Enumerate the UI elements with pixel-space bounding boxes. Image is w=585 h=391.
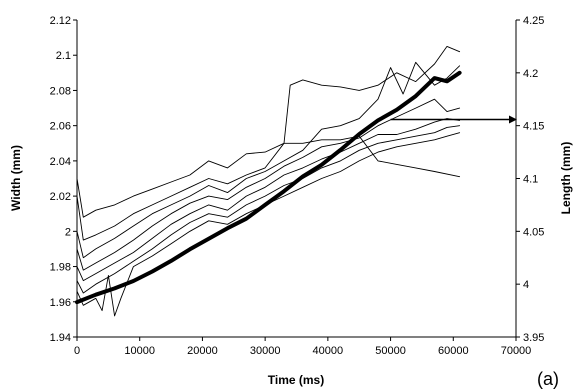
series-layer [77,46,460,316]
x-axis-ticks: 0 10000 20000 30000 40000 50000 60000 70000 [74,337,531,357]
y2-tick-label: 4 [523,279,529,291]
series-line-width-7 [77,133,460,316]
y-axis-ticks: 1.94 1.96 1.98 2 2.02 2.04 2.06 2.08 2.1 2.12 [50,15,77,344]
y-axis-title: Width (mm) [9,145,23,211]
x-tick-label: 70000 [501,345,532,357]
series-line-width-2 [77,46,460,240]
y2-axis-title: Length (mm) [559,142,573,215]
y-tick-label: 2.06 [50,121,71,133]
x-axis-title: Time (ms) [268,373,324,387]
annotation-layer [391,116,517,124]
y2-axis-ticks: 3.95 4 4.05 4.1 4.15 4.2 4.25 [516,15,544,344]
series-line-width-5 [77,119,460,281]
y-tick-label: 1.94 [50,332,71,344]
x-tick-label: 30000 [250,345,281,357]
x-tick-label: 60000 [438,345,469,357]
y-tick-label: 2.1 [56,50,71,62]
panel-label: (a) [537,369,559,389]
x-tick-label: 0 [74,345,80,357]
y-tick-label: 2.04 [50,156,71,168]
series-line-width-3 [77,62,460,257]
y2-tick-label: 4.2 [523,68,538,80]
x-tick-label: 50000 [375,345,406,357]
y-tick-label: 2.08 [50,85,71,97]
x-tick-label: 20000 [187,345,218,357]
y-tick-label: 1.96 [50,297,71,309]
y2-tick-label: 4.05 [523,226,544,238]
x-tick-label: 40000 [313,345,344,357]
y2-tick-label: 3.95 [523,332,544,344]
y-tick-label: 1.98 [50,262,71,274]
y-tick-label: 2 [65,226,71,238]
y2-tick-label: 4.25 [523,15,544,27]
plot-frame [77,20,516,337]
series-line-width-4 [77,99,460,270]
y2-tick-label: 4.1 [523,174,538,186]
y-tick-label: 2.12 [50,15,71,27]
x-tick-label: 10000 [124,345,155,357]
y-tick-label: 2.02 [50,191,71,203]
y2-tick-label: 4.15 [523,121,544,133]
series-line-length [77,73,460,302]
